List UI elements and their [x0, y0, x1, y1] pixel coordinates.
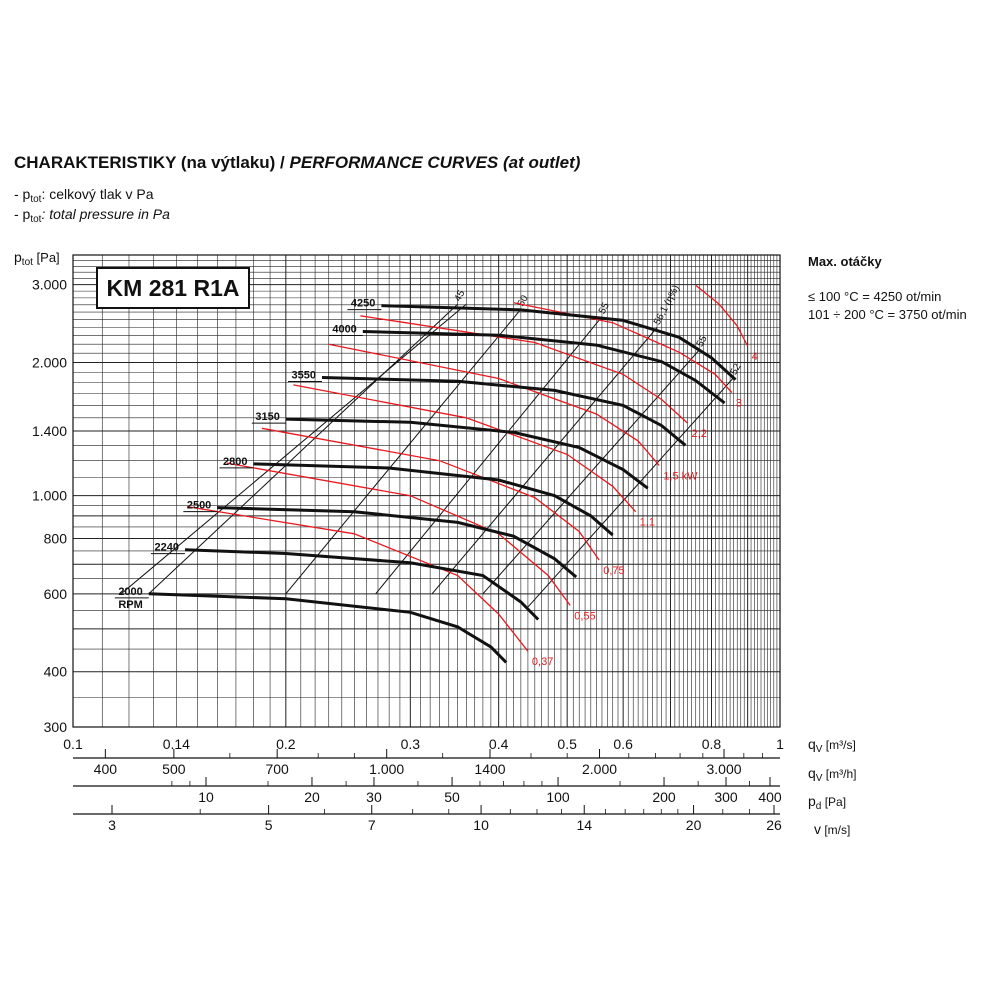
rpm-curve-label: 2500 — [187, 500, 211, 512]
x-tick-label: 0.5 — [557, 736, 577, 752]
v-scale-tick-label: 14 — [576, 817, 592, 833]
rpm-curve — [381, 304, 737, 381]
page-title: CHARAKTERISTIKY (na výtlaku) / PERFORMAN… — [14, 153, 581, 172]
efficiency-line — [431, 327, 658, 595]
v-scale-tick-label: 3 — [108, 817, 116, 833]
x-axis-label: qV [m³/s] — [808, 736, 856, 755]
y-tick-label: 400 — [44, 664, 68, 680]
pd-scale-tick-label: 10 — [198, 789, 214, 805]
pd-scale-tick-label: 20 — [304, 789, 320, 805]
power-curve — [328, 343, 660, 466]
m3h-scale-tick-label: 400 — [94, 761, 118, 777]
y-axis-label: ptot [Pa] — [14, 249, 60, 268]
m3h-axis-label: qV [m³/h] — [808, 765, 856, 784]
x-tick-label: 0.4 — [489, 736, 509, 752]
rpm-curve — [184, 548, 540, 621]
pd-scale-tick-label: 200 — [652, 789, 676, 805]
v-scale-tick-label: 7 — [368, 817, 376, 833]
power-curve-label: 3 — [736, 398, 742, 410]
m3h-scale-tick-label: 500 — [162, 761, 186, 777]
pd-scale-tick-label: 50 — [444, 789, 460, 805]
rpm-unit-label: RPM — [118, 599, 142, 611]
power-curve-label: 0,55 — [574, 610, 595, 622]
rpm-curve-label: 3550 — [292, 369, 316, 381]
efficiency-label: 55 — [695, 334, 710, 349]
efficiency-label: 56,1 (η%) — [652, 283, 682, 326]
m3h-scale-tick-label: 2.000 — [582, 761, 617, 777]
power-curve-label: 1,1 — [640, 517, 655, 529]
power-curve-label: 2,2 — [692, 428, 707, 440]
efficiency-label: 50 — [516, 293, 531, 308]
rpm-curve-label: 3150 — [255, 411, 279, 423]
power-curve — [695, 284, 749, 347]
power-curve — [293, 384, 637, 513]
max-rpm-line-2: 101 ÷ 200 °C = 3750 ot/min — [808, 307, 967, 322]
legend-line-czech: - ptot: celkový tlak v Pa — [14, 186, 154, 205]
rpm-curve-label: 4000 — [332, 324, 356, 336]
efficiency-label: 45 — [453, 288, 468, 303]
plot-frame — [72, 254, 781, 728]
v-axis-label: v [m/s] — [814, 821, 850, 837]
efficiency-line — [527, 377, 735, 608]
legend-line-english: - ptot: total pressure in Pa — [14, 206, 170, 225]
power-curve — [261, 427, 600, 561]
rpm-curve-label: 4250 — [351, 298, 375, 310]
x-tick-label: 0.2 — [276, 736, 296, 752]
efficiency-line — [285, 308, 522, 595]
y-tick-label: 800 — [44, 531, 68, 547]
pd-scale-tick-label: 30 — [366, 789, 382, 805]
y-tick-label: 2.000 — [32, 355, 67, 371]
rpm-curve-label: 2000 — [118, 586, 142, 598]
v-scale-tick-label: 5 — [265, 817, 273, 833]
pd-scale-tick-label: 300 — [714, 789, 738, 805]
max-rpm-title: Max. otáčky — [808, 254, 882, 269]
efficiency-label: 52 — [729, 362, 744, 377]
x-tick-label: 0.1 — [63, 736, 83, 752]
rpm-curve — [217, 506, 578, 579]
m3h-scale-tick-label: 3.000 — [706, 761, 741, 777]
pd-axis-label: pd [Pa] — [808, 793, 846, 812]
y-tick-label: 600 — [44, 586, 68, 602]
rpm-curve-label: 2240 — [154, 542, 178, 554]
v-scale-tick-label: 26 — [766, 817, 782, 833]
power-curve-label: 0,75 — [603, 565, 624, 577]
m3h-scale-tick-label: 1.000 — [369, 761, 404, 777]
pd-scale-tick-label: 400 — [758, 789, 782, 805]
power-curve-label: 4 — [752, 351, 758, 363]
rpm-curve — [148, 592, 508, 664]
power-curve-label: 0,37 — [532, 656, 553, 668]
x-tick-label: 0.14 — [163, 736, 190, 752]
y-tick-label: 3.000 — [32, 277, 67, 293]
x-tick-label: 0.3 — [401, 736, 421, 752]
m3h-scale-tick-label: 700 — [265, 761, 289, 777]
x-tick-label: 0.8 — [702, 736, 722, 752]
v-scale-tick-label: 10 — [473, 817, 489, 833]
efficiency-label: 55 — [597, 301, 612, 316]
rpm-curve — [362, 330, 726, 405]
rpm-curve — [253, 462, 614, 537]
power-curve-label: 1,5 kW — [663, 471, 698, 483]
rpm-curve-label: 2800 — [223, 456, 247, 468]
y-tick-label: 300 — [44, 719, 68, 735]
v-scale-tick-label: 20 — [686, 817, 702, 833]
model-label: KM 281 R1A — [96, 267, 250, 309]
efficiency-line — [148, 303, 459, 595]
rpm-curve — [285, 417, 649, 490]
power-curve — [186, 505, 529, 652]
x-tick-label: 0.6 — [613, 736, 633, 752]
start-diagonal-line — [120, 303, 467, 595]
y-tick-label: 1.000 — [32, 488, 67, 504]
y-tick-label: 1.400 — [32, 423, 67, 439]
efficiency-line — [375, 316, 603, 595]
pd-scale-tick-label: 100 — [546, 789, 570, 805]
rpm-curve — [321, 376, 687, 447]
x-tick-label: 1 — [776, 736, 784, 752]
max-rpm-line-1: ≤ 100 °C = 4250 ot/min — [808, 289, 942, 304]
m3h-scale-tick-label: 1400 — [474, 761, 505, 777]
